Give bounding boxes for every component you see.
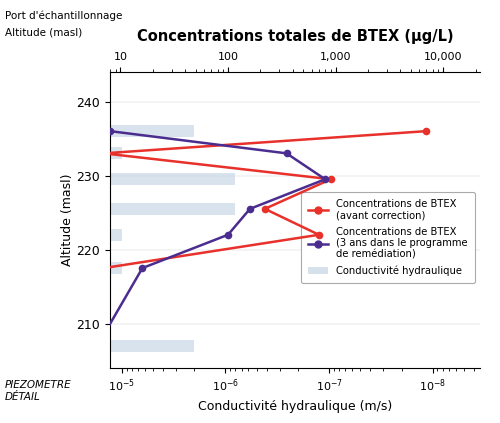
Bar <box>110 148 122 159</box>
Bar <box>110 229 122 241</box>
Title: Concentrations totales de BTEX (μg/L): Concentrations totales de BTEX (μg/L) <box>136 29 454 44</box>
Text: PIEZOMETRE
DÉTAIL: PIEZOMETRE DÉTAIL <box>5 380 71 402</box>
X-axis label: Conductivité hydraulique (m/s): Conductivité hydraulique (m/s) <box>198 400 392 413</box>
Bar <box>110 173 236 185</box>
Legend: Concentrations de BTEX
(avant correction), Concentrations de BTEX
(3 ans dans le: Concentrations de BTEX (avant correction… <box>302 192 475 283</box>
Text: Altitude (masl): Altitude (masl) <box>5 27 82 38</box>
Text: Port d'échantillonnage: Port d'échantillonnage <box>5 11 122 21</box>
Y-axis label: Altitude (masl): Altitude (masl) <box>61 174 74 266</box>
Bar <box>110 125 194 137</box>
Bar <box>110 203 236 215</box>
Bar <box>72 329 110 341</box>
Bar <box>110 340 194 352</box>
Bar <box>110 262 122 274</box>
